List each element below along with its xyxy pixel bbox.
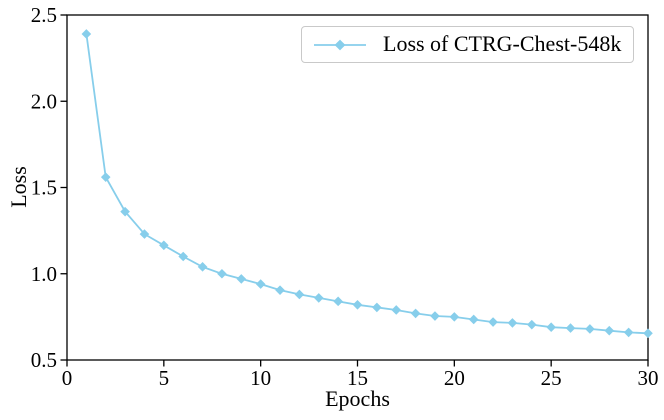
x-tick-label: 30 [638, 366, 659, 390]
data-point-marker [507, 318, 518, 328]
data-point-marker [139, 229, 150, 239]
data-point-marker [217, 268, 227, 279]
data-point-marker [159, 240, 169, 251]
y-tick-label: 2.0 [31, 89, 57, 113]
data-point-marker [565, 323, 576, 333]
data-point-marker [372, 302, 382, 313]
y-tick-label: 0.5 [31, 348, 57, 372]
data-point-marker [468, 314, 479, 325]
data-point-marker [643, 328, 653, 339]
x-tick-label: 10 [250, 366, 271, 390]
y-axis-label: Loss [6, 166, 31, 208]
data-point-marker [546, 322, 556, 333]
y-tick-label: 1.0 [31, 262, 57, 286]
x-axis-label: Epochs [325, 386, 390, 411]
data-point-marker [100, 172, 111, 182]
x-tick-label: 15 [347, 366, 368, 390]
data-point-marker [275, 285, 285, 295]
data-point-marker [255, 279, 266, 289]
x-tick-label: 20 [444, 366, 465, 390]
data-point-marker [604, 325, 615, 336]
data-point-marker [178, 251, 188, 262]
data-point-marker [313, 293, 324, 303]
data-point-marker [197, 262, 208, 272]
y-tick-label: 2.5 [31, 3, 57, 27]
x-tick-label: 25 [541, 366, 562, 390]
x-tick-label: 0 [62, 366, 73, 390]
data-point-marker [391, 305, 402, 315]
data-point-marker [488, 317, 498, 327]
data-point-marker [449, 312, 460, 322]
data-point-marker [430, 311, 440, 321]
data-point-marker [527, 319, 537, 330]
data-point-marker [585, 324, 595, 334]
data-point-marker [236, 274, 247, 284]
legend-label: Loss of CTRG-Chest-548k [383, 30, 622, 56]
legend-line-marker-icon [314, 39, 366, 50]
data-point-marker [81, 29, 92, 39]
data-point-marker [120, 206, 130, 217]
x-tick-label: 5 [159, 366, 170, 390]
data-point-marker [333, 296, 343, 307]
data-point-marker [294, 289, 305, 300]
loss-line [85, 33, 649, 335]
data-point-marker [352, 300, 363, 310]
y-tick-label: 1.5 [31, 176, 57, 200]
data-point-marker [623, 327, 634, 338]
data-point-marker [410, 308, 421, 319]
legend: Loss of CTRG-Chest-548k [301, 26, 634, 63]
